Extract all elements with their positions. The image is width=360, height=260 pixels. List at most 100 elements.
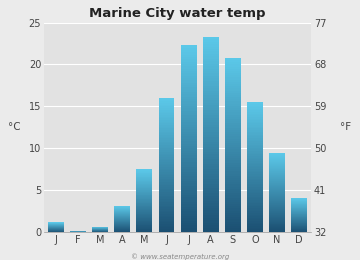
Bar: [269, 212, 285, 213]
Bar: [181, 97, 197, 99]
Bar: [225, 206, 241, 209]
Bar: [181, 132, 197, 134]
Bar: [269, 186, 285, 187]
Bar: [159, 187, 175, 189]
Bar: [225, 152, 241, 154]
Bar: [225, 130, 241, 132]
Bar: [225, 117, 241, 119]
Bar: [181, 167, 197, 169]
Bar: [181, 148, 197, 151]
Bar: [269, 185, 285, 186]
Bar: [181, 211, 197, 214]
Bar: [203, 154, 219, 157]
Bar: [225, 64, 241, 67]
Bar: [269, 217, 285, 218]
Bar: [247, 106, 263, 107]
Bar: [159, 214, 175, 216]
Bar: [181, 62, 197, 64]
Bar: [181, 85, 197, 87]
Bar: [225, 93, 241, 95]
Bar: [203, 179, 219, 181]
Bar: [225, 224, 241, 226]
Bar: [269, 223, 285, 224]
Bar: [159, 189, 175, 191]
Bar: [203, 203, 219, 206]
Bar: [225, 171, 241, 173]
Bar: [247, 140, 263, 141]
Bar: [225, 173, 241, 176]
Bar: [291, 203, 307, 204]
Bar: [225, 160, 241, 162]
Bar: [181, 94, 197, 97]
Bar: [269, 182, 285, 183]
Bar: [203, 218, 219, 220]
Bar: [203, 100, 219, 103]
Bar: [114, 213, 130, 214]
Bar: [203, 184, 219, 186]
Bar: [291, 210, 307, 211]
Bar: [159, 116, 175, 118]
Bar: [291, 226, 307, 227]
Bar: [247, 202, 263, 203]
Bar: [269, 172, 285, 173]
Bar: [181, 202, 197, 204]
Bar: [181, 158, 197, 160]
Bar: [181, 183, 197, 186]
Bar: [181, 188, 197, 190]
Bar: [136, 209, 152, 210]
Bar: [114, 226, 130, 227]
Bar: [225, 97, 241, 99]
Bar: [203, 201, 219, 203]
Bar: [159, 101, 175, 103]
Bar: [136, 180, 152, 181]
Bar: [291, 214, 307, 215]
Bar: [159, 196, 175, 197]
Bar: [159, 191, 175, 192]
Bar: [181, 218, 197, 221]
Bar: [181, 50, 197, 52]
Bar: [159, 155, 175, 157]
Bar: [203, 81, 219, 83]
Bar: [291, 198, 307, 199]
Bar: [247, 159, 263, 161]
Bar: [136, 220, 152, 221]
Bar: [225, 145, 241, 147]
Bar: [136, 216, 152, 217]
Bar: [225, 99, 241, 101]
Bar: [136, 190, 152, 191]
Bar: [269, 222, 285, 223]
Bar: [269, 231, 285, 232]
Bar: [203, 118, 219, 120]
Bar: [136, 212, 152, 213]
Bar: [269, 167, 285, 168]
Bar: [291, 207, 307, 208]
Bar: [181, 59, 197, 62]
Bar: [225, 128, 241, 130]
Bar: [136, 178, 152, 179]
Bar: [159, 130, 175, 132]
Bar: [247, 174, 263, 176]
Bar: [247, 127, 263, 128]
Title: Marine City water temp: Marine City water temp: [89, 7, 266, 20]
Bar: [159, 172, 175, 174]
Bar: [136, 182, 152, 183]
Bar: [159, 152, 175, 153]
Bar: [247, 143, 263, 145]
Bar: [225, 219, 241, 222]
Bar: [269, 211, 285, 212]
Bar: [159, 192, 175, 194]
Bar: [247, 122, 263, 124]
Bar: [225, 202, 241, 204]
Bar: [203, 71, 219, 74]
Bar: [181, 141, 197, 144]
Bar: [136, 210, 152, 211]
Bar: [136, 200, 152, 201]
Bar: [181, 83, 197, 85]
Bar: [181, 113, 197, 115]
Bar: [136, 198, 152, 199]
Bar: [247, 156, 263, 158]
Bar: [247, 198, 263, 200]
Bar: [203, 56, 219, 59]
Bar: [247, 130, 263, 132]
Bar: [114, 230, 130, 231]
